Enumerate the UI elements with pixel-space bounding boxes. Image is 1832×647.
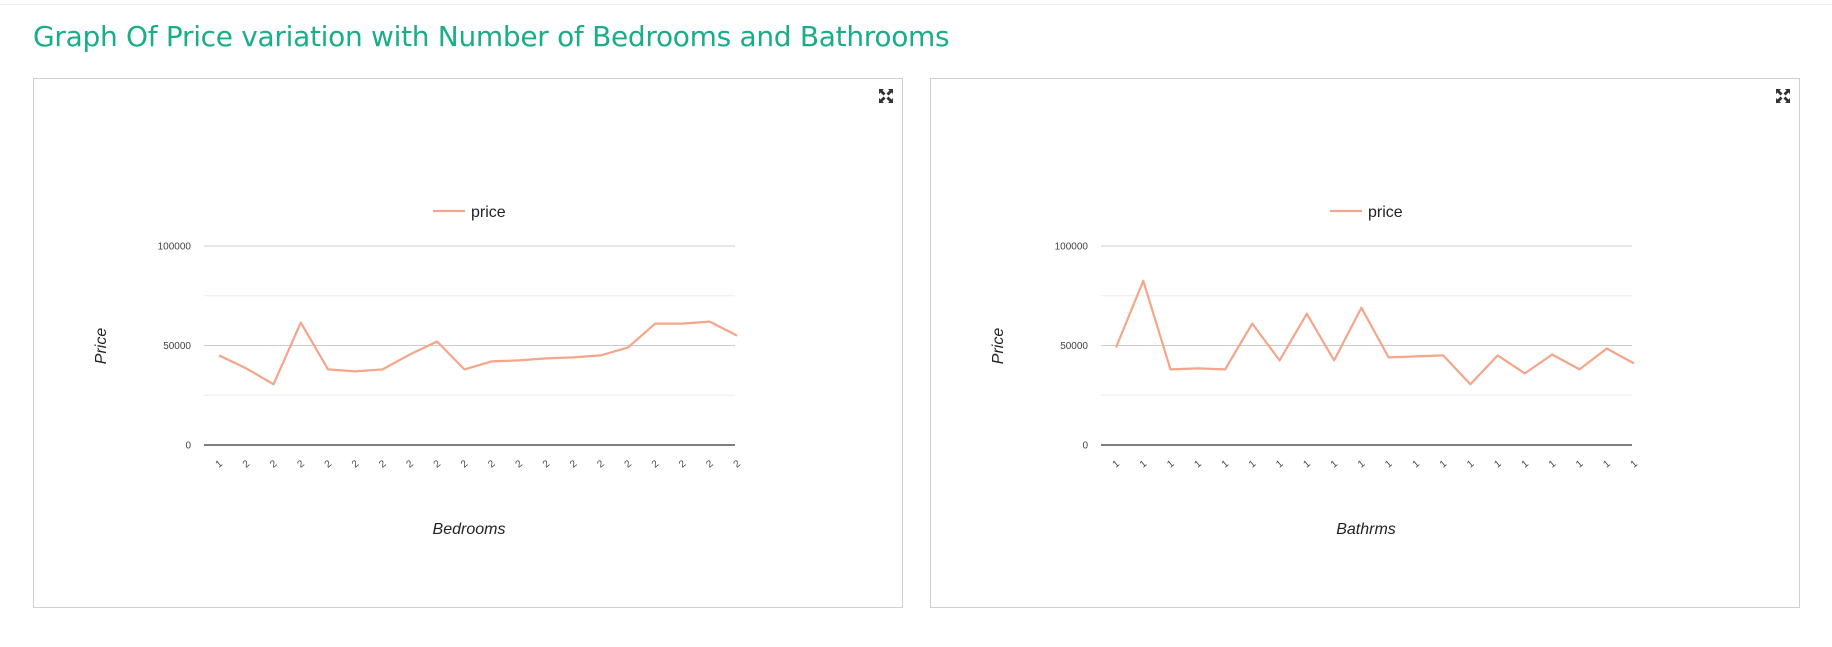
legend: price <box>433 204 506 221</box>
x-tick-label: 1 <box>1220 458 1232 470</box>
x-tick-label: 1 <box>1165 458 1177 470</box>
x-tick-label: 1 <box>1329 458 1341 470</box>
x-tick-label: 2 <box>650 458 662 470</box>
legend-label: price <box>471 204 506 221</box>
x-tick-label: 1 <box>1274 458 1286 470</box>
x-tick-label: 1 <box>1138 458 1150 470</box>
x-tick-label: 2 <box>541 458 553 470</box>
x-tick-label: 1 <box>1520 458 1532 470</box>
x-tick-label: 2 <box>732 458 744 470</box>
x-tick-label: 2 <box>350 458 362 470</box>
chart-panel-bedrooms: 0 50000 100000 1 2 2 2 2 2 2 2 2 2 2 2 2 2 2 2 2 2 2 2 price Bed… <box>33 78 903 608</box>
expand-icon[interactable] <box>878 88 894 104</box>
x-tick-label: 2 <box>323 458 335 470</box>
x-tick-label: 1 <box>214 458 226 470</box>
x-tick-label: 1 <box>1356 458 1368 470</box>
y-axis-title: Price <box>990 328 1007 365</box>
x-tick-label: 1 <box>1465 458 1477 470</box>
legend: price <box>1330 204 1403 221</box>
series-line-price <box>1114 279 1635 386</box>
y-tick-label: 0 <box>185 441 191 452</box>
x-tick-label: 1 <box>1247 458 1259 470</box>
x-tick-label: 2 <box>623 458 635 470</box>
top-divider <box>0 4 1832 5</box>
x-tick-label: 2 <box>241 458 253 470</box>
x-tick-label: 2 <box>486 458 498 470</box>
chart-panel-bathrooms: 0 50000 100000 1 1 1 1 1 1 1 1 1 1 1 1 1 1 1 1 1 1 1 1 price Bat… <box>930 78 1800 608</box>
bathrooms-price-chart: 0 50000 100000 1 1 1 1 1 1 1 1 1 1 1 1 1 1 1 1 1 1 1 1 price Bat… <box>990 204 1641 538</box>
y-tick-label: 0 <box>1082 441 1088 452</box>
x-tick-label: 2 <box>677 458 689 470</box>
x-tick-label: 1 <box>1574 458 1586 470</box>
x-tick-label: 1 <box>1601 458 1613 470</box>
bedrooms-price-chart: 0 50000 100000 1 2 2 2 2 2 2 2 2 2 2 2 2 2 2 2 2 2 2 2 price Bed… <box>93 204 744 538</box>
series-line-price <box>218 320 738 386</box>
x-tick-label: 1 <box>1438 458 1450 470</box>
x-tick-label: 2 <box>459 458 471 470</box>
x-tick-label: 1 <box>1301 458 1313 470</box>
x-tick-label: 1 <box>1383 458 1395 470</box>
x-tick-label: 2 <box>268 458 280 470</box>
expand-icon[interactable] <box>1775 88 1791 104</box>
y-tick-label: 100000 <box>1055 242 1089 253</box>
x-tick-label: 2 <box>295 458 307 470</box>
x-tick-label: 2 <box>377 458 389 470</box>
x-tick-label: 1 <box>1111 458 1123 470</box>
x-tick-label: 2 <box>704 458 716 470</box>
x-tick-label: 2 <box>514 458 526 470</box>
x-tick-label: 2 <box>404 458 416 470</box>
x-tick-label: 1 <box>1629 458 1641 470</box>
legend-label: price <box>1368 204 1403 221</box>
x-tick-label: 1 <box>1547 458 1559 470</box>
x-axis-title: Bathrms <box>1336 521 1396 538</box>
x-tick-label: 1 <box>1192 458 1204 470</box>
y-tick-label: 50000 <box>1060 341 1088 352</box>
x-tick-label: 2 <box>595 458 607 470</box>
y-tick-label: 100000 <box>158 242 192 253</box>
x-tick-label: 2 <box>432 458 444 470</box>
x-tick-label: 1 <box>1492 458 1504 470</box>
y-tick-label: 50000 <box>163 341 191 352</box>
y-axis-title: Price <box>93 328 110 365</box>
page-title: Graph Of Price variation with Number of … <box>33 20 950 53</box>
x-axis-title: Bedrooms <box>433 521 506 538</box>
x-tick-label: 1 <box>1411 458 1423 470</box>
x-tick-label: 2 <box>568 458 580 470</box>
